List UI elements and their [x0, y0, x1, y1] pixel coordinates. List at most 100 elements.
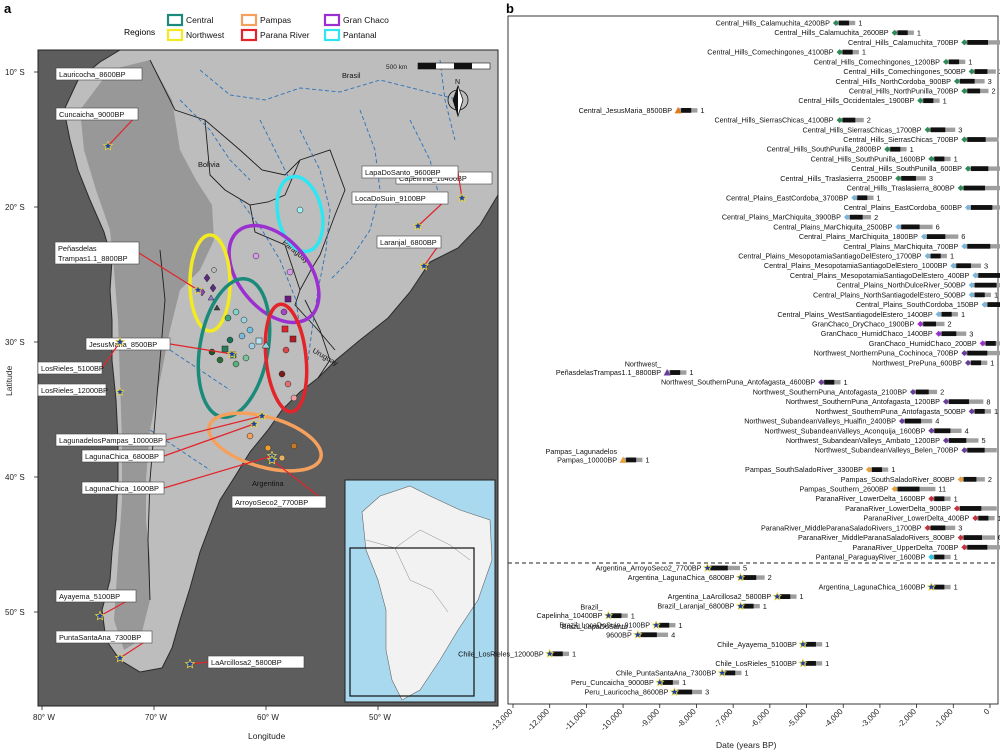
sample-star-icon: [735, 572, 746, 582]
sample-marker: [961, 136, 968, 143]
legend-swatch: [166, 28, 184, 42]
timeline-row: 3 ParanaRiver_MiddleParanaSaladoRivers_17…: [761, 523, 962, 532]
site-label: ArroyoSeco2_7700BP: [235, 498, 308, 507]
timeline-row: 3 Peru_Lauricocha_8600BP: [585, 687, 709, 697]
ellipse-pampas: [207, 411, 323, 473]
timeline-row: 5 Argentina_ArroyoSeco2_7700BP: [596, 563, 747, 573]
sample-label: Pampas_SouthSaladoRiver_3300BP: [745, 465, 863, 474]
sample-marker: [917, 320, 924, 327]
sample-label: Peru_Lauricocha_8600BP: [585, 688, 669, 697]
timeline-row: 1 Central_Hills_SouthPunilla_1600BP: [811, 154, 958, 163]
range-bar-core: [948, 59, 960, 65]
sample-count: 1: [800, 592, 804, 601]
sample-marker: [950, 262, 957, 269]
timeline-row: 8ParanaRiver_UpperDelta_700BP: [852, 543, 1000, 552]
sample-marker: [942, 437, 949, 444]
sample-label: ParanaRiver_UpperDelta_700BP: [852, 543, 958, 552]
range-bar-core: [985, 341, 996, 346]
sample-marker: [909, 388, 916, 395]
sample-count: 2: [947, 320, 951, 329]
sample-count: 1: [689, 368, 693, 377]
leader-line: [138, 252, 199, 291]
legend-swatch: [240, 13, 258, 27]
sample-count: 3: [988, 77, 992, 86]
sample-label: Central_Hills_Comechingones_500BP: [843, 67, 965, 76]
timeline-row: 1GranChaco_HumidChaco_200BP: [869, 339, 1000, 348]
sample-count: 4: [671, 630, 675, 639]
sample-label: Central_Hills_NorthPunilla_700BP: [849, 86, 959, 95]
timeline-row: 6 Central_Plains_MarChiquita_1800BP: [799, 232, 966, 241]
site-star-icon: [102, 140, 114, 151]
timeline-tick-label: -11,000: [563, 707, 589, 733]
callout-box: [55, 107, 139, 121]
sample-count: 1: [917, 28, 921, 37]
sample-marker: [979, 340, 986, 347]
sample-count: 8: [986, 397, 990, 406]
legend-title: Regions: [124, 27, 155, 37]
range-bar-core: [681, 107, 692, 113]
callout-box: [85, 337, 171, 351]
site-star-icon: [226, 348, 238, 359]
site-label: LocaDoSuin_9100BP: [355, 194, 426, 203]
sample-label: Northwest_PrePuna_600BP: [872, 358, 962, 367]
legend-label: Pantanal: [343, 30, 377, 40]
sample-label: ParanaRiver_LowerDelta_1600BP: [815, 494, 925, 503]
timeline-row: 1 Central_Hills_SouthPunilla_2800BP: [767, 145, 914, 154]
site-label: LosRieles_12000BP: [41, 386, 108, 395]
range-bar-core: [849, 214, 863, 220]
sample-marker: [920, 233, 927, 240]
sample-label: Northwest_NorthernPuna_Cochinoca_700BP: [814, 349, 959, 358]
timeline-row: 1 Chile_PuntaSantaAna_7300BP: [616, 667, 749, 678]
range-bar-core: [897, 486, 920, 492]
sample-star-icon: [633, 629, 643, 639]
sample-label: Central_Hills_SierrasChicas_700BP: [843, 135, 958, 144]
leader-line: [163, 455, 273, 489]
site-label: JesusMaria_8500BP: [89, 340, 157, 349]
timeline-frame: [507, 15, 999, 705]
sample-marker: [964, 204, 971, 211]
sample-count: 1: [678, 621, 682, 630]
range-bar-core: [967, 137, 986, 142]
range-bar-core: [941, 331, 957, 337]
sample-count: 1: [954, 494, 958, 503]
sample-count: 1: [763, 602, 767, 611]
sample-star-icon: [798, 639, 808, 649]
timeline-row: 1 Chile_LosRieles_5100BP: [715, 658, 829, 668]
sample-label: Central_Hills_Occidentales_1900BP: [798, 96, 914, 105]
range-bar-core: [948, 399, 969, 405]
sample-marker: [961, 447, 968, 454]
timeline-row: 1 ParanaRiver_LowerDelta_1600BP: [815, 494, 957, 503]
sample-count: 2: [988, 475, 992, 484]
site-star-icon: [418, 260, 430, 271]
sample-label: ParanaRiver_MiddleParanaSaladoRivers_800…: [798, 533, 955, 542]
legend-label: Central: [186, 15, 214, 25]
sample-label: Central_Plains_MesopotamiaSantiagoDelEst…: [738, 252, 922, 261]
range-bar-core: [930, 253, 941, 259]
range-bar-core: [974, 408, 985, 414]
sample-label: Pampas_SouthSaladoRiver_800BP: [841, 475, 955, 484]
sample-label: Brazil_: [580, 603, 603, 612]
legend-swatch: [323, 13, 341, 27]
legend-label: Gran Chaco: [343, 15, 389, 25]
leader-line: [101, 341, 121, 369]
sample-label: Central_Hills_NorthCordoba_900BP: [836, 77, 952, 86]
sample-label: Central_Hills_SierrasChicas_1700BP: [803, 125, 922, 134]
range-bar-core: [842, 49, 853, 55]
timeline-tick-label: -7,000: [712, 707, 735, 730]
range-bar-core: [967, 544, 988, 550]
timeline-row: 1 Chile_Ayayema_5100BP: [717, 639, 829, 649]
sample-count: 3: [958, 125, 962, 134]
sample-count: 1: [954, 583, 958, 592]
sample-label: Central_Hills_Calamuchita_4200BP: [716, 19, 830, 28]
timeline-row: 1 Brazil_Capelinha_10400BP: [536, 603, 634, 621]
sample-count: 3: [969, 329, 973, 338]
sample-label: Argentina_LaArcillosa2_5800BP: [668, 592, 772, 601]
sample-marker: [851, 194, 858, 201]
sample-label: Brazil_LapaDoSanto_: [562, 622, 633, 631]
sample-label: Central_Hills_Traslasierra_2500BP: [780, 174, 892, 183]
sample-count: 3: [705, 688, 709, 697]
range-bar-core: [974, 282, 997, 288]
sample-marker: [964, 359, 971, 366]
sample-count: 5: [743, 564, 747, 573]
